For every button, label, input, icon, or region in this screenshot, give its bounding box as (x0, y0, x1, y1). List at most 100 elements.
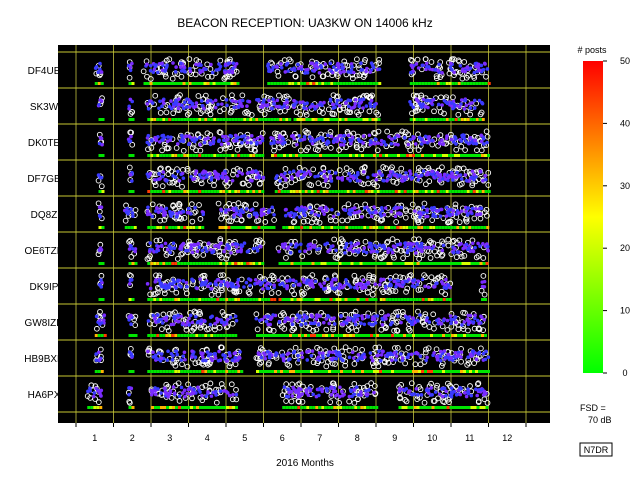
median-point (189, 246, 193, 251)
occurrence-bar-segment (421, 118, 425, 121)
occurrence-bar-segment (424, 154, 427, 157)
median-point (195, 286, 199, 291)
occurrence-bar-segment (312, 226, 316, 229)
observation-point (449, 238, 456, 245)
occurrence-bar-segment (180, 154, 184, 157)
occurrence-bar-segment (448, 370, 451, 373)
occurrence-bar-segment (147, 262, 151, 265)
median-point (459, 139, 464, 143)
observation-point (245, 110, 252, 117)
median-point (225, 317, 230, 322)
median-point (364, 104, 369, 108)
observation-point (277, 184, 284, 190)
observation-point (348, 324, 355, 331)
occurrence-bar-segment (340, 334, 343, 337)
occurrence-bar-segment (97, 82, 101, 85)
observation-point (327, 145, 334, 151)
median-point (210, 70, 215, 75)
occurrence-bar-segment (374, 262, 378, 265)
observation-point (157, 166, 163, 173)
occurrence-bar-segment (398, 262, 402, 265)
median-point (213, 105, 218, 110)
occurrence-bar-segment (165, 190, 169, 193)
occurrence-bar-segment (388, 370, 391, 373)
observation-point (195, 359, 202, 366)
occurrence-bar-segment (340, 190, 344, 193)
occurrence-bar-segment (401, 262, 405, 265)
occurrence-bar-segment (176, 82, 180, 85)
occurrence-bar-segment (255, 154, 259, 157)
observation-point (344, 217, 351, 224)
occurrence-bar-segment (256, 370, 259, 373)
occurrence-bar-segment (216, 262, 220, 265)
median-point (300, 355, 305, 360)
median-point (352, 356, 356, 360)
median-point (159, 356, 164, 360)
median-point (398, 173, 402, 178)
occurrence-bar-segment (255, 190, 259, 193)
median-point (383, 284, 388, 289)
observation-point (324, 359, 331, 365)
median-point (153, 178, 157, 182)
observation-point (191, 308, 198, 315)
median-point (471, 141, 476, 146)
observation-point (332, 254, 339, 261)
median-point (258, 134, 263, 139)
median-point (129, 134, 133, 139)
median-point (233, 314, 238, 319)
median-point (465, 318, 470, 323)
occurrence-bar-segment (368, 298, 372, 301)
occurrence-bar-segment (385, 370, 388, 373)
median-point (181, 279, 186, 283)
median-point (322, 212, 326, 216)
median-point (459, 98, 464, 102)
observation-point (169, 286, 175, 293)
occurrence-bar-segment (302, 262, 306, 265)
occurrence-bar-segment (219, 262, 223, 265)
occurrence-bar-segment (219, 370, 223, 373)
occurrence-bar-segment (295, 154, 298, 157)
occurrence-bar-segment (97, 370, 101, 373)
occurrence-bar-segment (325, 334, 328, 337)
median-point (478, 169, 483, 174)
median-point (239, 208, 244, 212)
occurrence-bar-segment (330, 406, 334, 409)
median-point (347, 171, 351, 176)
observation-point (462, 147, 468, 153)
median-point (280, 281, 285, 286)
median-point (459, 102, 463, 106)
occurrence-bar-segment (224, 226, 228, 229)
median-point (163, 213, 167, 217)
occurrence-bar-segment (231, 262, 235, 265)
median-point (360, 215, 364, 219)
observation-point (233, 396, 240, 403)
occurrence-bar-segment (373, 154, 376, 157)
occurrence-bar-segment (334, 154, 337, 157)
median-point (330, 207, 334, 212)
occurrence-bar-segment (310, 190, 314, 193)
median-point (128, 139, 133, 143)
occurrence-bar-segment (351, 406, 355, 409)
occurrence-bar-segment (289, 370, 292, 373)
observation-point (355, 62, 362, 69)
median-point (474, 64, 478, 69)
observation-point (303, 112, 310, 118)
median-point (177, 102, 181, 107)
occurrence-bar-segment (270, 298, 274, 301)
occurrence-bar-segment (304, 334, 307, 337)
median-point (367, 133, 372, 138)
median-point (434, 281, 438, 286)
median-point (409, 70, 413, 75)
occurrence-bar-segment (292, 370, 295, 373)
median-point (356, 250, 361, 254)
occurrence-bar-segment (193, 406, 196, 409)
occurrence-bar-segment (353, 118, 357, 121)
occurrence-bar-segment (165, 334, 169, 337)
median-point (225, 359, 230, 363)
median-point (217, 138, 221, 143)
occurrence-bar-segment (457, 370, 460, 373)
occurrence-bar-segment (322, 190, 326, 193)
median-point (160, 321, 165, 325)
observation-point (274, 180, 281, 187)
observation-point (398, 131, 404, 138)
